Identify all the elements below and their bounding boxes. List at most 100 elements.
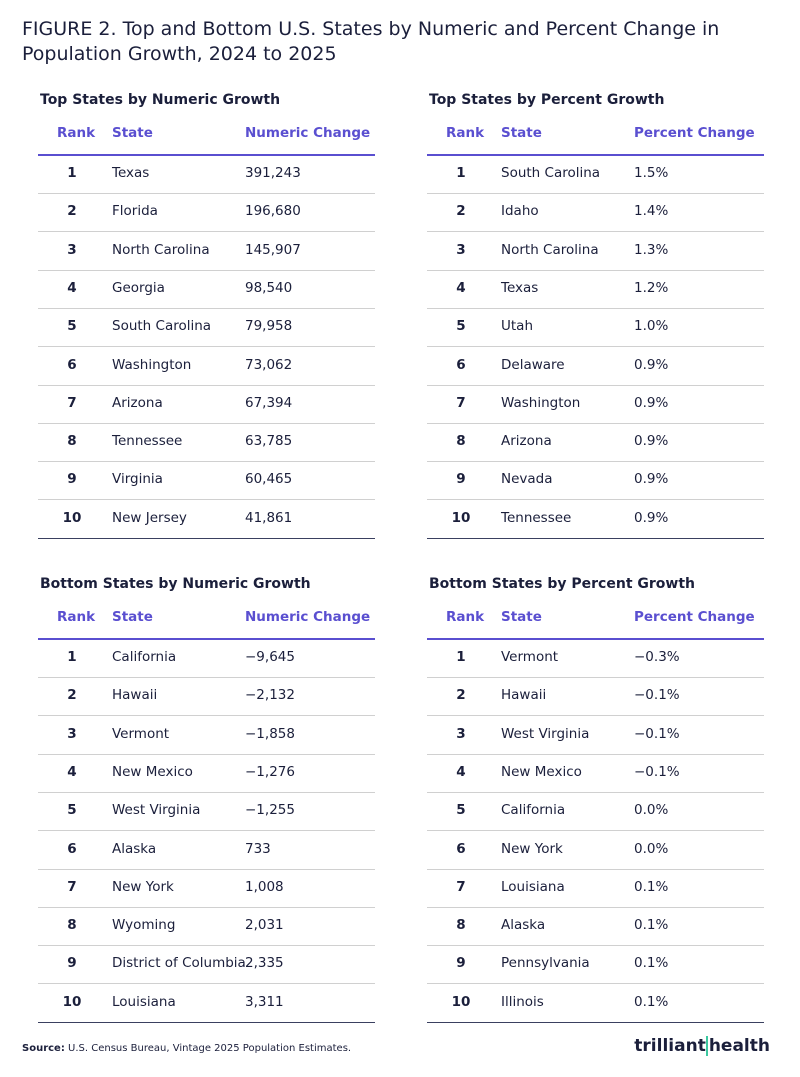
row-divider	[38, 753, 375, 755]
table-title: Bottom States by Numeric Growth	[40, 576, 311, 592]
rank: 6	[456, 356, 466, 373]
rank: 10	[451, 509, 471, 526]
row-divider	[427, 269, 764, 271]
column-header: State	[501, 125, 542, 141]
rank: 7	[67, 394, 77, 411]
rank: 7	[456, 394, 466, 411]
column-header: State	[112, 609, 153, 625]
value: 3,311	[245, 993, 284, 1010]
value: 1.5%	[634, 165, 669, 181]
row-divider	[427, 830, 764, 832]
rank: 1	[456, 649, 466, 665]
rank: 8	[67, 433, 77, 450]
value: −1,255	[245, 802, 295, 819]
state: Georgia	[112, 279, 165, 296]
figure-title: FIGURE 2. Top and Bottom U.S. States by …	[22, 18, 720, 40]
value: −0.1%	[634, 687, 680, 704]
rank: 9	[456, 955, 466, 972]
column-header: Percent Change	[634, 609, 755, 625]
state: West Virginia	[112, 802, 201, 819]
state: Louisiana	[501, 878, 565, 895]
column-header: Rank	[57, 125, 96, 141]
row-divider	[427, 677, 764, 678]
rank: 1	[67, 165, 77, 181]
row-divider	[427, 868, 764, 870]
value: 733	[245, 840, 271, 857]
row-divider	[427, 753, 764, 755]
row-divider	[38, 830, 375, 832]
logo-text: trilliant	[634, 1036, 706, 1056]
rank: 10	[62, 509, 82, 526]
row-divider	[427, 499, 764, 501]
value: 145,907	[245, 241, 301, 258]
row-divider	[427, 791, 764, 793]
rank: 8	[67, 917, 77, 934]
state: Vermont	[501, 649, 559, 665]
column-header: State	[112, 125, 153, 141]
state: Idaho	[501, 203, 539, 220]
state: New Mexico	[112, 763, 193, 780]
rank: 7	[456, 878, 466, 895]
value: 63,785	[245, 433, 293, 450]
row-divider	[427, 384, 764, 386]
rank: 3	[456, 241, 466, 258]
state: Louisiana	[112, 993, 176, 1010]
state: Hawaii	[501, 687, 547, 704]
value: −2,132	[245, 687, 295, 704]
state: South Carolina	[501, 165, 601, 181]
state: South Carolina	[112, 318, 212, 335]
rank: 8	[456, 433, 466, 450]
value: 2,335	[245, 955, 284, 972]
rank: 3	[67, 725, 77, 742]
rank: 4	[67, 763, 77, 780]
state: Tennessee	[112, 433, 183, 450]
row-divider	[38, 269, 375, 271]
state: New Mexico	[501, 763, 582, 780]
row-divider	[38, 983, 375, 985]
rank: 2	[456, 687, 466, 704]
state: Florida	[112, 203, 158, 220]
value: 41,861	[245, 509, 293, 526]
row-divider	[38, 677, 375, 678]
row-divider	[38, 868, 375, 870]
value: 0.0%	[634, 840, 669, 857]
value: −0.1%	[634, 763, 680, 780]
header-rule	[427, 638, 764, 640]
value: 0.9%	[634, 471, 669, 488]
row-divider	[427, 231, 764, 233]
rank: 8	[456, 917, 466, 934]
header-rule	[38, 154, 375, 156]
rank: 9	[67, 471, 77, 488]
source-text: U.S. Census Bureau, Vintage 2025 Populat…	[68, 1043, 352, 1054]
row-divider	[38, 307, 375, 309]
source: Source: U.S. Census Bureau, Vintage 2025…	[22, 1043, 351, 1054]
value: 1.2%	[634, 279, 669, 296]
row-divider	[427, 461, 764, 463]
value: 98,540	[245, 279, 293, 296]
rank: 5	[456, 802, 466, 819]
logo: trilliant health	[634, 1036, 770, 1056]
state: Nevada	[501, 471, 553, 488]
value: 1.3%	[634, 241, 669, 258]
state: Washington	[501, 394, 581, 411]
state: Arizona	[501, 433, 552, 450]
row-divider	[38, 422, 375, 424]
header-rule	[427, 154, 764, 156]
value: 60,465	[245, 471, 293, 488]
value: 0.1%	[634, 917, 669, 934]
figure-title: Population Growth, 2024 to 2025	[22, 43, 337, 65]
rank: 9	[67, 955, 77, 972]
state: Texas	[501, 279, 539, 296]
column-header: State	[501, 609, 542, 625]
value: −0.1%	[634, 725, 680, 742]
rank: 7	[67, 878, 77, 895]
value: 0.9%	[634, 509, 669, 526]
rank: 10	[451, 993, 471, 1010]
row-divider	[38, 461, 375, 463]
state: Illinois	[501, 993, 544, 1010]
state: Wyoming	[112, 917, 176, 934]
row-divider	[38, 499, 375, 501]
value: 391,243	[245, 165, 301, 181]
table-title: Top States by Percent Growth	[429, 92, 665, 108]
